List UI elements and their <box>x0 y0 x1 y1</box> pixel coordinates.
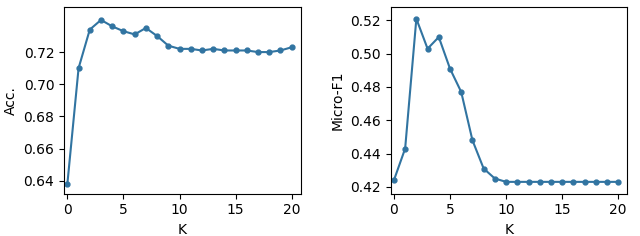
X-axis label: K: K <box>178 223 187 236</box>
X-axis label: K: K <box>504 223 513 236</box>
Y-axis label: Micro-F1: Micro-F1 <box>330 71 344 130</box>
Y-axis label: Acc.: Acc. <box>4 86 18 115</box>
